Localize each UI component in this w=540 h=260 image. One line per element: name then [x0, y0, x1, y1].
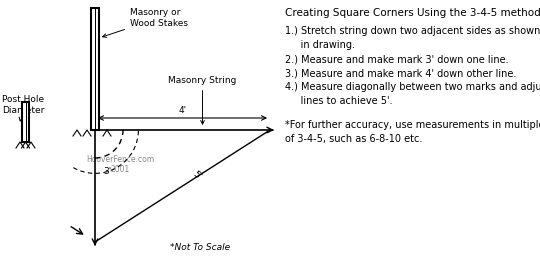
Text: 5': 5': [192, 170, 204, 182]
Text: Masonry or
Wood Stakes: Masonry or Wood Stakes: [103, 8, 188, 37]
Text: 3': 3': [103, 166, 111, 176]
Text: Creating Square Corners Using the 3-4-5 method:: Creating Square Corners Using the 3-4-5 …: [285, 8, 540, 18]
Text: 2.) Measure and make mark 3' down one line.: 2.) Measure and make mark 3' down one li…: [285, 54, 509, 64]
Text: HooverFence.com: HooverFence.com: [86, 155, 154, 165]
Text: *Not To Scale: *Not To Scale: [170, 243, 230, 252]
Text: Post Hole
Diameter: Post Hole Diameter: [2, 95, 44, 121]
Text: 3.) Measure and make mark 4' down other line.: 3.) Measure and make mark 4' down other …: [285, 68, 516, 78]
Text: Masonry String: Masonry String: [168, 76, 237, 124]
Text: 1.) Stretch string down two adjacent sides as shown: 1.) Stretch string down two adjacent sid…: [285, 26, 540, 36]
Text: 2001: 2001: [110, 166, 130, 174]
Bar: [22, 102, 29, 142]
Text: of 3-4-5, such as 6-8-10 etc.: of 3-4-5, such as 6-8-10 etc.: [285, 134, 422, 144]
Text: in drawing.: in drawing.: [285, 40, 355, 50]
Bar: [91, 8, 99, 130]
Text: 4': 4': [178, 106, 186, 115]
Text: 4.) Measure diagonally between two marks and adjust: 4.) Measure diagonally between two marks…: [285, 82, 540, 92]
Text: lines to achieve 5'.: lines to achieve 5'.: [285, 96, 393, 106]
Text: *For further accuracy, use measurements in multiples: *For further accuracy, use measurements …: [285, 120, 540, 130]
